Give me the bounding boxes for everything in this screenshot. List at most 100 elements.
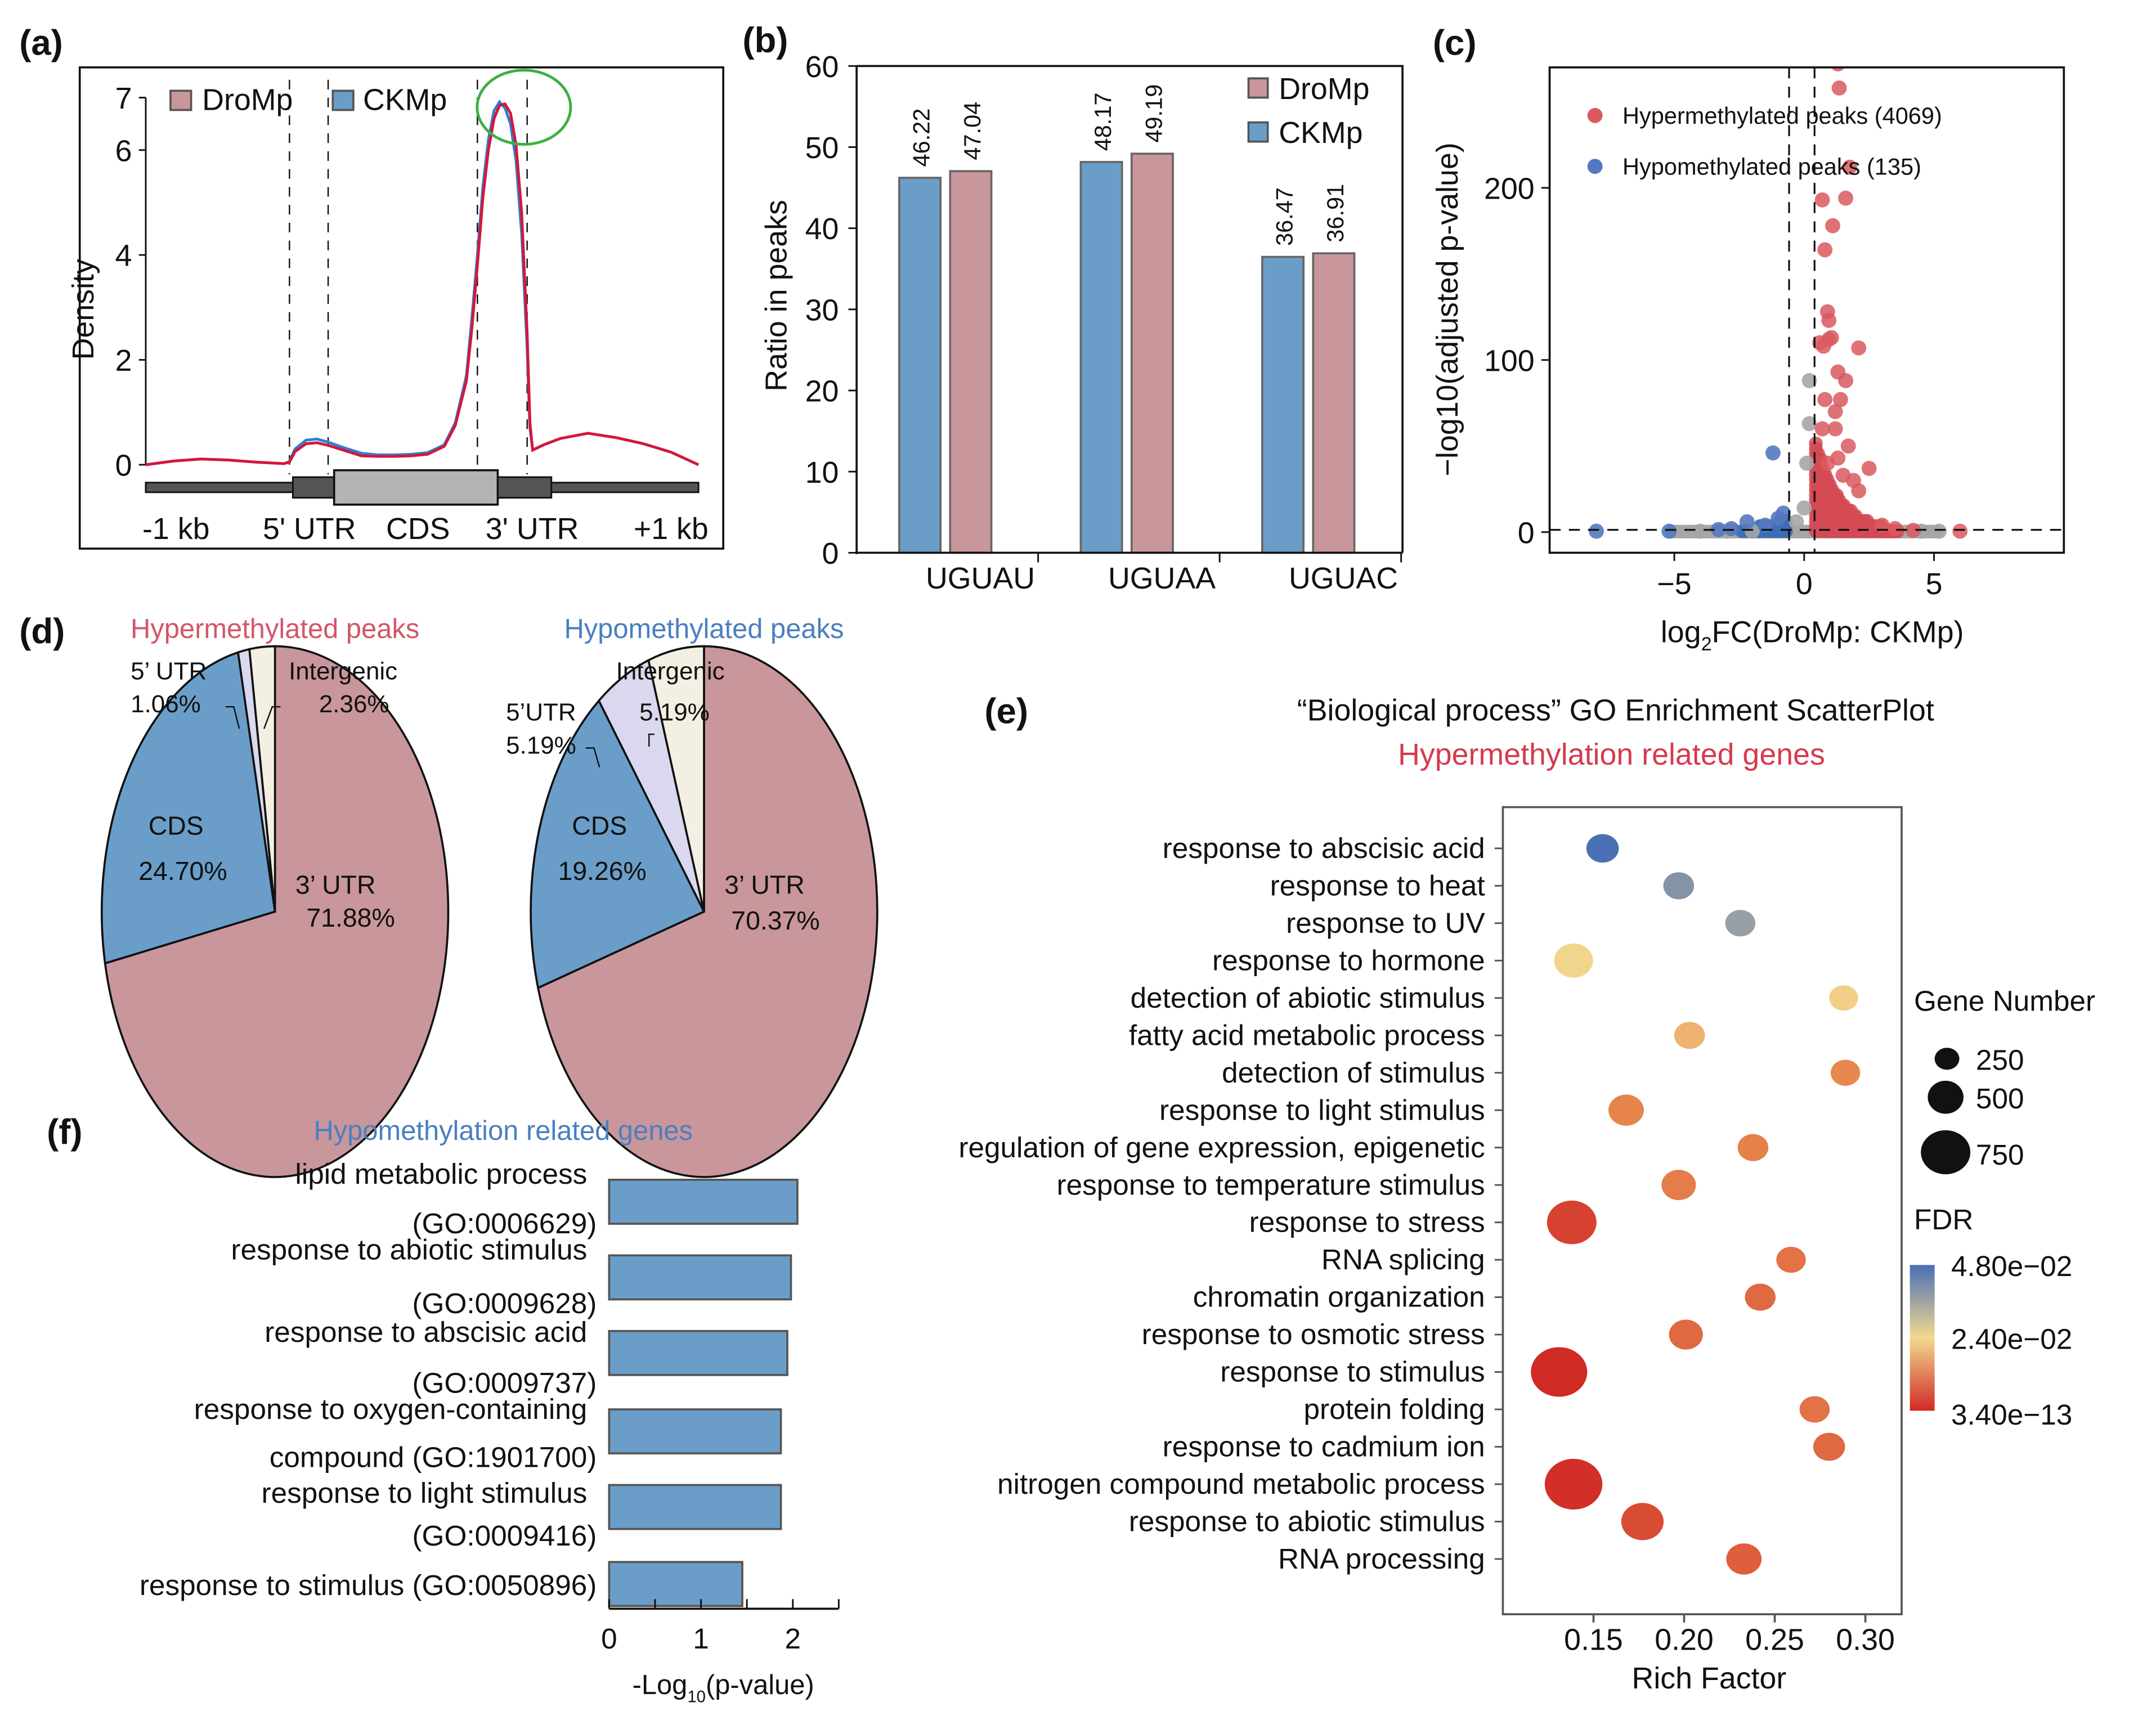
c-point-hyper [1835, 468, 1851, 483]
panel-f-hbar-chart: (f) Hypomethylation related genes lipid … [47, 1112, 840, 1706]
f-xtick-label: 2 [785, 1623, 801, 1655]
c-point-hyper [1851, 483, 1867, 498]
b-bar-value-label: 36.91 [1322, 184, 1348, 242]
panel-f-title: Hypomethylation related genes [313, 1116, 693, 1146]
panel-a-line-dromp [145, 102, 700, 466]
e-point [1544, 1458, 1603, 1510]
b-bar-ckmp [1079, 161, 1123, 554]
legend-marker-hyper [1587, 107, 1603, 123]
x-title-rest: FC(DroMp: CKMp) [1712, 615, 1964, 649]
b-ytick-label: 40 [805, 212, 839, 246]
c-point-hypo [1770, 510, 1786, 526]
panel-f-bars [608, 1179, 799, 1607]
e-term-label: response to cadmium ion [1163, 1431, 1485, 1463]
pie1-3utr-label: 3’ UTR [295, 870, 376, 900]
e-term-label: RNA processing [1278, 1543, 1485, 1575]
c-point-hyper [1838, 373, 1854, 388]
e-point [1554, 943, 1593, 978]
e-term-label: chromatin organization [1193, 1281, 1485, 1313]
pie-hypo-labels: Intergenic 5.19% 5’UTR 5.19% CDS 19.26% … [506, 657, 820, 935]
e-point [1674, 1022, 1705, 1049]
f-category-label: (GO:0006629) [412, 1207, 597, 1239]
pie-hypo-title: Hypomethylated peaks [564, 614, 844, 644]
c-point-hyper [1812, 335, 1827, 351]
pie-slice-intergenic [647, 645, 705, 912]
c-point-nonsig [1801, 373, 1817, 388]
panel-f-category-labels: lipid metabolic process(GO:0006629)respo… [140, 1158, 597, 1601]
gene-model-cds [333, 469, 499, 506]
b-bar-dromp [1130, 152, 1174, 554]
c-ytick-label: 200 [1484, 172, 1535, 205]
e-term-label: RNA splicing [1321, 1243, 1485, 1275]
c-point-hyper [1861, 461, 1877, 476]
fdr-colorbar [1910, 1265, 1935, 1411]
legend-label-dromp: DroMp [1279, 72, 1369, 106]
f-bar [608, 1179, 799, 1225]
legend-label-dromp: DroMp [202, 83, 293, 117]
c-point-hyper [1827, 404, 1843, 420]
panel-label-c: (c) [1433, 23, 1477, 63]
c-point-hyper [1840, 438, 1856, 454]
b-ytick-label: 60 [805, 50, 839, 84]
legend-label-hyper: Hypermethylated peaks (4069) [1622, 102, 1942, 129]
e-point [1608, 1094, 1644, 1126]
c-point-nonsig [1931, 523, 1947, 539]
pie2-cds-value: 19.26% [558, 856, 646, 886]
pie-slice-cds [530, 699, 706, 990]
e-point [1725, 910, 1756, 937]
c-xtick-label: 0 [1796, 567, 1813, 601]
f-category-label: (GO:0009737) [412, 1367, 597, 1399]
pie1-cds-label: CDS [149, 811, 204, 840]
panel-b-bar-chart: (b) 0 10 20 30 40 50 60 46.22 47.04 48.17 49.19 36… [742, 20, 1404, 595]
pie2-intergenic-label: Intergenic [616, 657, 725, 685]
size-legend-marker-250 [1934, 1048, 1960, 1070]
e-term-label: response to hormone [1212, 944, 1485, 976]
panel-b-y-title: Ratio in peaks [760, 200, 794, 392]
panel-c-frame [1548, 66, 2065, 554]
e-point [1745, 1283, 1776, 1311]
pie1-cds-value: 24.70% [138, 856, 227, 886]
c-point-hyper [1821, 313, 1837, 328]
pie-slice-cds [100, 651, 276, 965]
region-label-plus1kb: +1 kb [634, 512, 709, 546]
c-point-hyper [1814, 421, 1830, 437]
c-point-hyper [1827, 421, 1843, 437]
c-point-hyper [1842, 159, 1858, 175]
e-term-label: response to abiotic stimulus [1129, 1506, 1485, 1538]
pie2-5utr-label: 5’UTR [506, 699, 576, 726]
panel-label-d: (d) [19, 612, 65, 652]
c-point-hypo [1661, 523, 1677, 539]
e-xtick-label: 0.25 [1745, 1623, 1804, 1657]
a-ytick-label: 7 [115, 82, 132, 115]
f-bar [608, 1408, 782, 1455]
region-label-5utr: 5' UTR [263, 512, 356, 546]
e-term-label: regulation of gene expression, epigeneti… [958, 1131, 1485, 1164]
c-point-hyper [1825, 218, 1841, 233]
c-point-hyper [1817, 392, 1833, 407]
c-ytick-label: 0 [1518, 516, 1535, 550]
e-point [1661, 1170, 1696, 1201]
a-ytick-label: 2 [115, 344, 132, 378]
pie-hyper-labels: 5’ UTR 1.06% Intergenic 2.36% CDS 24.70%… [131, 657, 397, 932]
pie2-intergenic-value: 5.19% [639, 699, 710, 726]
e-point [1799, 1396, 1830, 1423]
b-bar-value-label: 48.17 [1090, 92, 1116, 151]
c-point-hyper [1838, 190, 1854, 206]
pie1-intergenic-leader [263, 706, 281, 729]
f-bar [608, 1561, 743, 1607]
legend-swatch-ckmp [1247, 121, 1269, 143]
e-term-label: response to osmotic stress [1142, 1318, 1485, 1350]
panel-e-x-title: Rich Factor [1632, 1661, 1787, 1695]
b-ytick-label: 0 [822, 537, 839, 570]
size-legend-marker-750 [1921, 1130, 1971, 1175]
pie-slice-3utr [104, 645, 450, 1178]
legend-label-ckmp: CKMp [363, 83, 447, 117]
panel-b-x-ticks: UGUAU UGUAA UGUAC [926, 552, 1402, 595]
f-x-title-rest: (p-value) [706, 1670, 814, 1700]
c-point-hyper [1819, 455, 1835, 471]
fdr-legend-title: FDR [1914, 1203, 1973, 1236]
b-xtick-label: UGUAA [1108, 561, 1216, 595]
panel-c-x-title: log2FC(DroMp: CKMp) [1661, 615, 1964, 655]
